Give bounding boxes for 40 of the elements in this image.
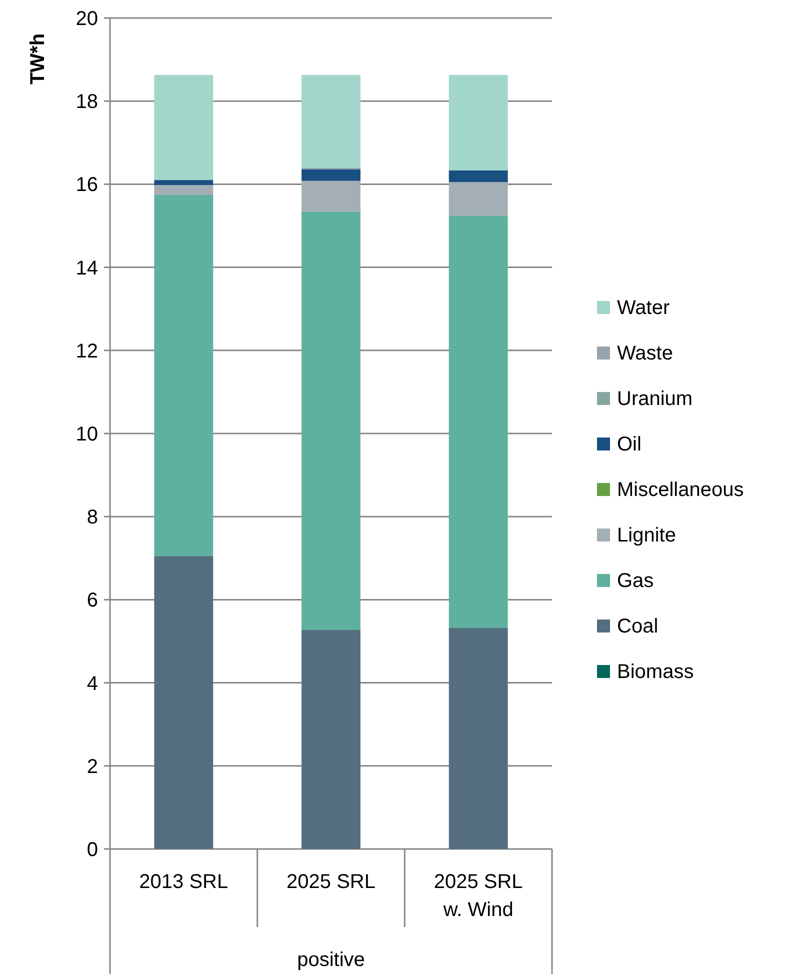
bar (448, 74, 508, 170)
y-tick-label: 12 (76, 340, 98, 362)
bar (448, 216, 508, 628)
x-tick-label: 2013 SRL (139, 871, 228, 893)
y-tick-label: 6 (86, 590, 98, 612)
y-tick-label: 10 (76, 424, 98, 446)
legend-label: Water (617, 297, 670, 319)
bar (154, 74, 214, 180)
y-tick-label: 20 (76, 8, 98, 30)
y-tick-label: 2 (86, 756, 98, 778)
bar (448, 170, 508, 182)
bar (302, 74, 360, 168)
y-tick-label: 16 (76, 174, 98, 196)
y-tick-label: 18 (76, 91, 98, 114)
legend-label: Lignite (617, 524, 676, 546)
y-tick-label: 4 (86, 672, 98, 695)
legend-label: Uranium (617, 388, 693, 410)
bar (154, 185, 214, 196)
legend-label: Miscellaneous (617, 479, 744, 501)
bar (154, 180, 214, 186)
bar (448, 628, 508, 849)
legend-label: Biomass (617, 661, 694, 683)
bar (302, 169, 360, 181)
bar (448, 182, 508, 216)
y-tick-label: 0 (86, 839, 98, 861)
legend-label: Waste (617, 342, 673, 364)
y-tick-label: 8 (86, 506, 98, 529)
bar (154, 556, 214, 849)
bar (302, 180, 360, 212)
y-axis-title: TW*h (27, 33, 49, 85)
legend-label: Coal (617, 616, 658, 638)
bar (302, 630, 360, 849)
y-tick-label: 14 (76, 257, 98, 280)
legend-label: Gas (617, 570, 654, 592)
x-tick-label: 2025 SRL (286, 871, 376, 893)
bar (302, 212, 360, 630)
x-axis-title: positive (297, 949, 365, 971)
bar (154, 195, 214, 556)
x-tick-label: 2025 SRL w. Wind (434, 871, 523, 921)
legend-label: Oil (617, 434, 642, 456)
